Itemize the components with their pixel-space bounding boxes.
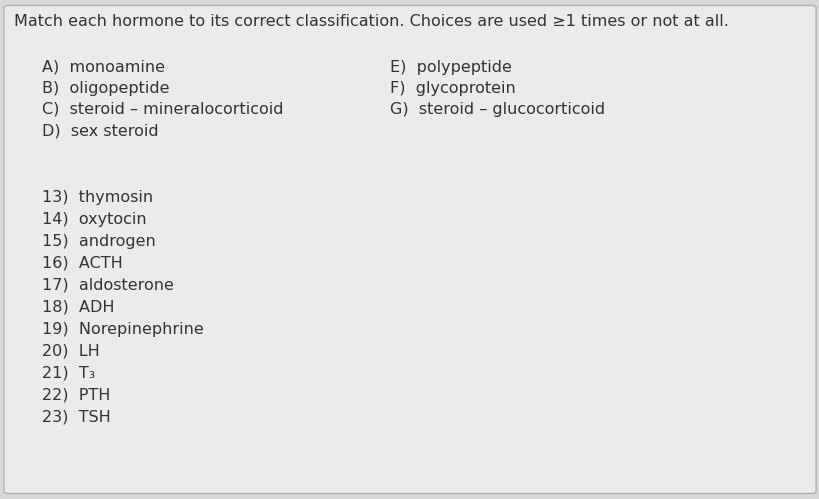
Text: F)  glycoprotein: F) glycoprotein <box>390 81 515 96</box>
Text: Match each hormone to its correct classification. Choices are used ≥1 times or n: Match each hormone to its correct classi… <box>14 14 728 29</box>
Text: A)  monoamine: A) monoamine <box>42 60 165 75</box>
Text: D)  sex steroid: D) sex steroid <box>42 123 158 138</box>
Text: 22)  PTH: 22) PTH <box>42 388 111 403</box>
Text: B)  oligopeptide: B) oligopeptide <box>42 81 170 96</box>
Text: 14)  oxytocin: 14) oxytocin <box>42 212 147 227</box>
Text: 18)  ADH: 18) ADH <box>42 300 115 315</box>
Text: C)  steroid – mineralocorticoid: C) steroid – mineralocorticoid <box>42 102 283 117</box>
Text: 17)  aldosterone: 17) aldosterone <box>42 278 174 293</box>
Text: 13)  thymosin: 13) thymosin <box>42 190 153 205</box>
Text: E)  polypeptide: E) polypeptide <box>390 60 511 75</box>
Text: 23)  TSH: 23) TSH <box>42 410 111 425</box>
Text: 21)  T₃: 21) T₃ <box>42 366 95 381</box>
Text: 16)  ACTH: 16) ACTH <box>42 256 123 271</box>
Text: 20)  LH: 20) LH <box>42 344 100 359</box>
Text: 19)  Norepinephrine: 19) Norepinephrine <box>42 322 203 337</box>
Text: G)  steroid – glucocorticoid: G) steroid – glucocorticoid <box>390 102 604 117</box>
Text: 15)  androgen: 15) androgen <box>42 234 156 249</box>
